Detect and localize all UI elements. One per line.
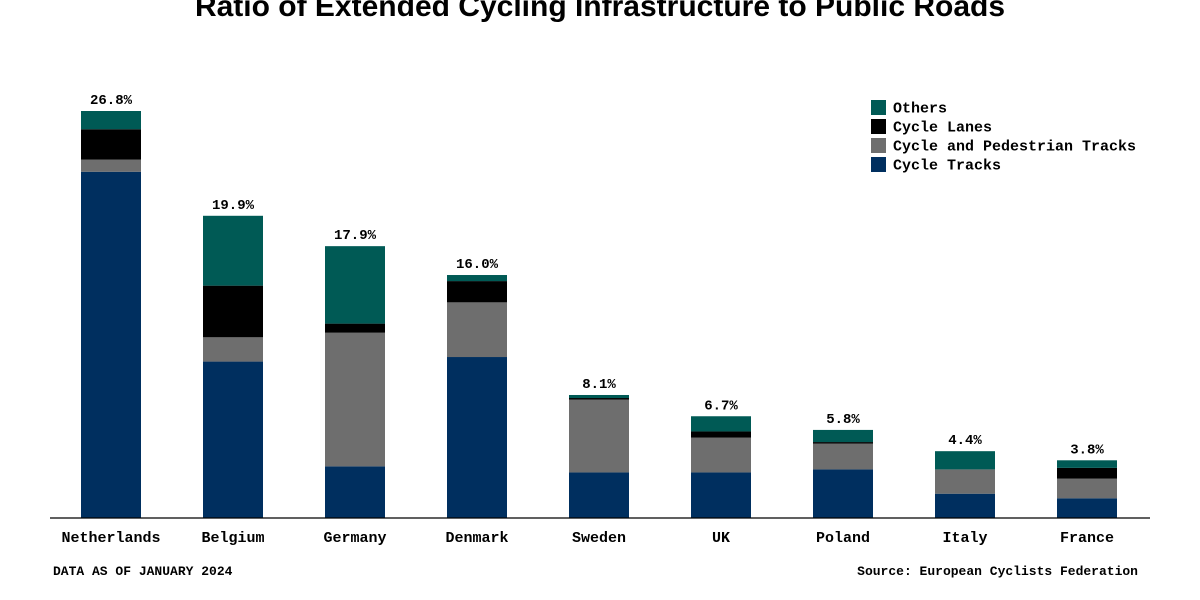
total-label-germany: 17.9% bbox=[334, 228, 377, 244]
bar-denmark-cycle-and-pedestrian-tracks bbox=[447, 302, 507, 358]
total-label-sweden: 8.1% bbox=[582, 377, 616, 393]
bar-uk-others bbox=[691, 416, 751, 432]
bar-france-others bbox=[1057, 460, 1117, 468]
footnote-date: DATA AS OF JANUARY 2024 bbox=[53, 564, 233, 579]
bar-netherlands-others bbox=[81, 111, 141, 130]
bar-germany-cycle-and-pedestrian-tracks bbox=[325, 332, 385, 467]
x-tick-sweden: Sweden bbox=[572, 530, 626, 547]
bar-italy-cycle-tracks bbox=[935, 493, 995, 518]
bar-uk-cycle-lanes bbox=[691, 431, 751, 438]
bar-belgium-cycle-tracks bbox=[203, 361, 263, 518]
bar-belgium-cycle-and-pedestrian-tracks bbox=[203, 337, 263, 362]
bar-belgium-others bbox=[203, 215, 263, 286]
bar-denmark-cycle-tracks bbox=[447, 357, 507, 518]
bar-belgium-cycle-lanes bbox=[203, 285, 263, 338]
x-tick-denmark: Denmark bbox=[445, 530, 508, 547]
total-label-france: 3.8% bbox=[1070, 442, 1104, 458]
bar-france-cycle-tracks bbox=[1057, 498, 1117, 518]
bar-poland-others bbox=[813, 429, 873, 443]
legend: Others Cycle Lanes Cycle and Pedestrian Tr… bbox=[871, 100, 1136, 175]
bar-poland-cycle-lanes bbox=[813, 442, 873, 444]
bar-sweden-cycle-and-pedestrian-tracks bbox=[569, 399, 629, 473]
legend-swatch-cycle-lanes bbox=[871, 119, 886, 134]
legend-label-cycle-lanes: Cycle Lanes bbox=[893, 120, 992, 137]
legend-swatch-cycle-and-pedestrian-tracks bbox=[871, 138, 886, 153]
bar-uk-cycle-and-pedestrian-tracks bbox=[691, 437, 751, 473]
bar-netherlands-cycle-lanes bbox=[81, 129, 141, 160]
total-label-netherlands: 26.8% bbox=[90, 93, 133, 109]
total-labels-group: 26.8% 19.9% 17.9% 16.0% 8.1% 6.7% 5.8% 4.4% 3.8% bbox=[90, 93, 1104, 458]
legend-swatch-others bbox=[871, 100, 886, 115]
chart-title: Ratio of Extended Cycling Infrastructure… bbox=[195, 0, 1005, 23]
bar-poland-cycle-and-pedestrian-tracks bbox=[813, 443, 873, 470]
total-label-poland: 5.8% bbox=[826, 412, 860, 428]
bars-group bbox=[81, 111, 1117, 518]
bar-italy-others bbox=[935, 451, 995, 470]
x-tick-labels-group: Netherlands Belgium Germany Denmark Sweden UK… bbox=[61, 530, 1114, 547]
x-tick-poland: Poland bbox=[816, 530, 870, 547]
legend-swatch-cycle-tracks bbox=[871, 157, 886, 172]
bar-germany-others bbox=[325, 246, 385, 324]
bar-italy-cycle-and-pedestrian-tracks bbox=[935, 469, 995, 494]
legend-label-cycle-tracks: Cycle Tracks bbox=[893, 158, 1001, 175]
x-tick-uk: UK bbox=[712, 530, 730, 547]
x-tick-belgium: Belgium bbox=[201, 530, 264, 547]
total-label-belgium: 19.9% bbox=[212, 198, 255, 214]
bar-france-cycle-lanes bbox=[1057, 467, 1117, 479]
bar-germany-cycle-lanes bbox=[325, 323, 385, 333]
bar-poland-cycle-tracks bbox=[813, 469, 873, 518]
bar-germany-cycle-tracks bbox=[325, 466, 385, 518]
legend-label-cycle-and-pedestrian-tracks: Cycle and Pedestrian Tracks bbox=[893, 139, 1136, 156]
bar-sweden-others bbox=[569, 394, 629, 399]
bar-sweden-cycle-tracks bbox=[569, 472, 629, 518]
x-tick-netherlands: Netherlands bbox=[61, 530, 160, 547]
x-tick-italy: Italy bbox=[942, 530, 987, 547]
x-tick-france: France bbox=[1060, 530, 1114, 547]
bar-sweden-cycle-lanes bbox=[569, 398, 629, 400]
bar-france-cycle-and-pedestrian-tracks bbox=[1057, 478, 1117, 499]
bar-netherlands-cycle-and-pedestrian-tracks bbox=[81, 159, 141, 172]
legend-label-others: Others bbox=[893, 101, 947, 118]
total-label-denmark: 16.0% bbox=[456, 257, 499, 273]
total-label-italy: 4.4% bbox=[948, 433, 982, 449]
bar-denmark-cycle-lanes bbox=[447, 281, 507, 303]
bar-netherlands-cycle-tracks bbox=[81, 171, 141, 518]
bar-uk-cycle-tracks bbox=[691, 472, 751, 518]
bar-denmark-others bbox=[447, 275, 507, 282]
footnote-source: Source: European Cyclists Federation bbox=[857, 564, 1138, 579]
total-label-uk: 6.7% bbox=[704, 398, 738, 414]
x-tick-germany: Germany bbox=[323, 530, 386, 547]
